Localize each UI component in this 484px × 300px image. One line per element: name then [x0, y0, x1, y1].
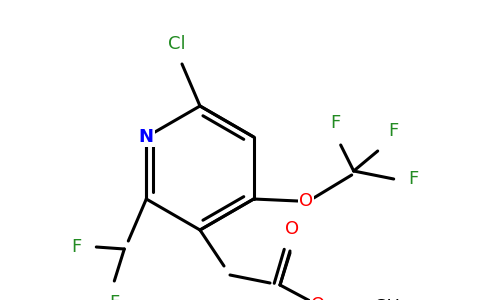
Text: N: N: [139, 128, 154, 146]
Text: F: F: [408, 170, 419, 188]
Text: F: F: [71, 238, 81, 256]
Text: O: O: [299, 192, 313, 210]
Text: F: F: [389, 122, 399, 140]
Text: O: O: [285, 220, 299, 238]
Text: F: F: [109, 294, 120, 300]
Text: O: O: [311, 296, 325, 300]
Text: Cl: Cl: [168, 35, 186, 53]
Text: CH₃: CH₃: [374, 298, 407, 300]
Text: F: F: [331, 114, 341, 132]
